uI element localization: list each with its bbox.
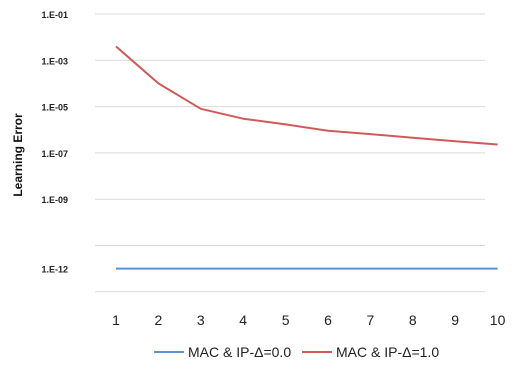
y-tick-label-2: 1.E-05	[41, 103, 68, 113]
legend-label-series-1: MAC & IP-Δ=0.0	[188, 344, 291, 360]
y-tick-label-5: 1.E-12	[41, 265, 68, 275]
series-line-2	[115, 45, 498, 146]
x-tick-label-5: 6	[324, 312, 332, 328]
x-tick-label-4: 5	[282, 312, 290, 328]
x-tick-label-6: 7	[367, 312, 375, 328]
x-tick-label-9: 10	[490, 312, 506, 328]
series-lines	[115, 45, 498, 270]
y-tick-label-4: 1.E-09	[41, 195, 68, 205]
y-tick-label-1: 1.E-03	[41, 56, 68, 66]
x-tick-label-2: 3	[197, 312, 205, 328]
x-tick-label-3: 4	[239, 312, 247, 328]
x-tick-label-1: 2	[155, 312, 163, 328]
x-tick-label-7: 8	[409, 312, 417, 328]
y-axis-label: Learning Error	[11, 113, 25, 197]
legend-label-series-2: MAC & IP-Δ=1.0	[336, 344, 439, 360]
x-tick-label-0: 1	[112, 312, 120, 328]
y-tick-label-3: 1.E-07	[41, 149, 68, 159]
gridlines	[95, 13, 485, 293]
x-tick-label-8: 9	[451, 312, 459, 328]
x-axis-ticks: 1 2 3 4 5 6 7 8 9 10	[112, 312, 505, 328]
y-tick-label-0: 1.E-01	[41, 10, 68, 20]
legend: MAC & IP-Δ=0.0 MAC & IP-Δ=1.0	[154, 344, 439, 360]
y-axis-ticks: 1.E-01 1.E-03 1.E-05 1.E-07 1.E-09 1.E-12	[41, 10, 68, 275]
